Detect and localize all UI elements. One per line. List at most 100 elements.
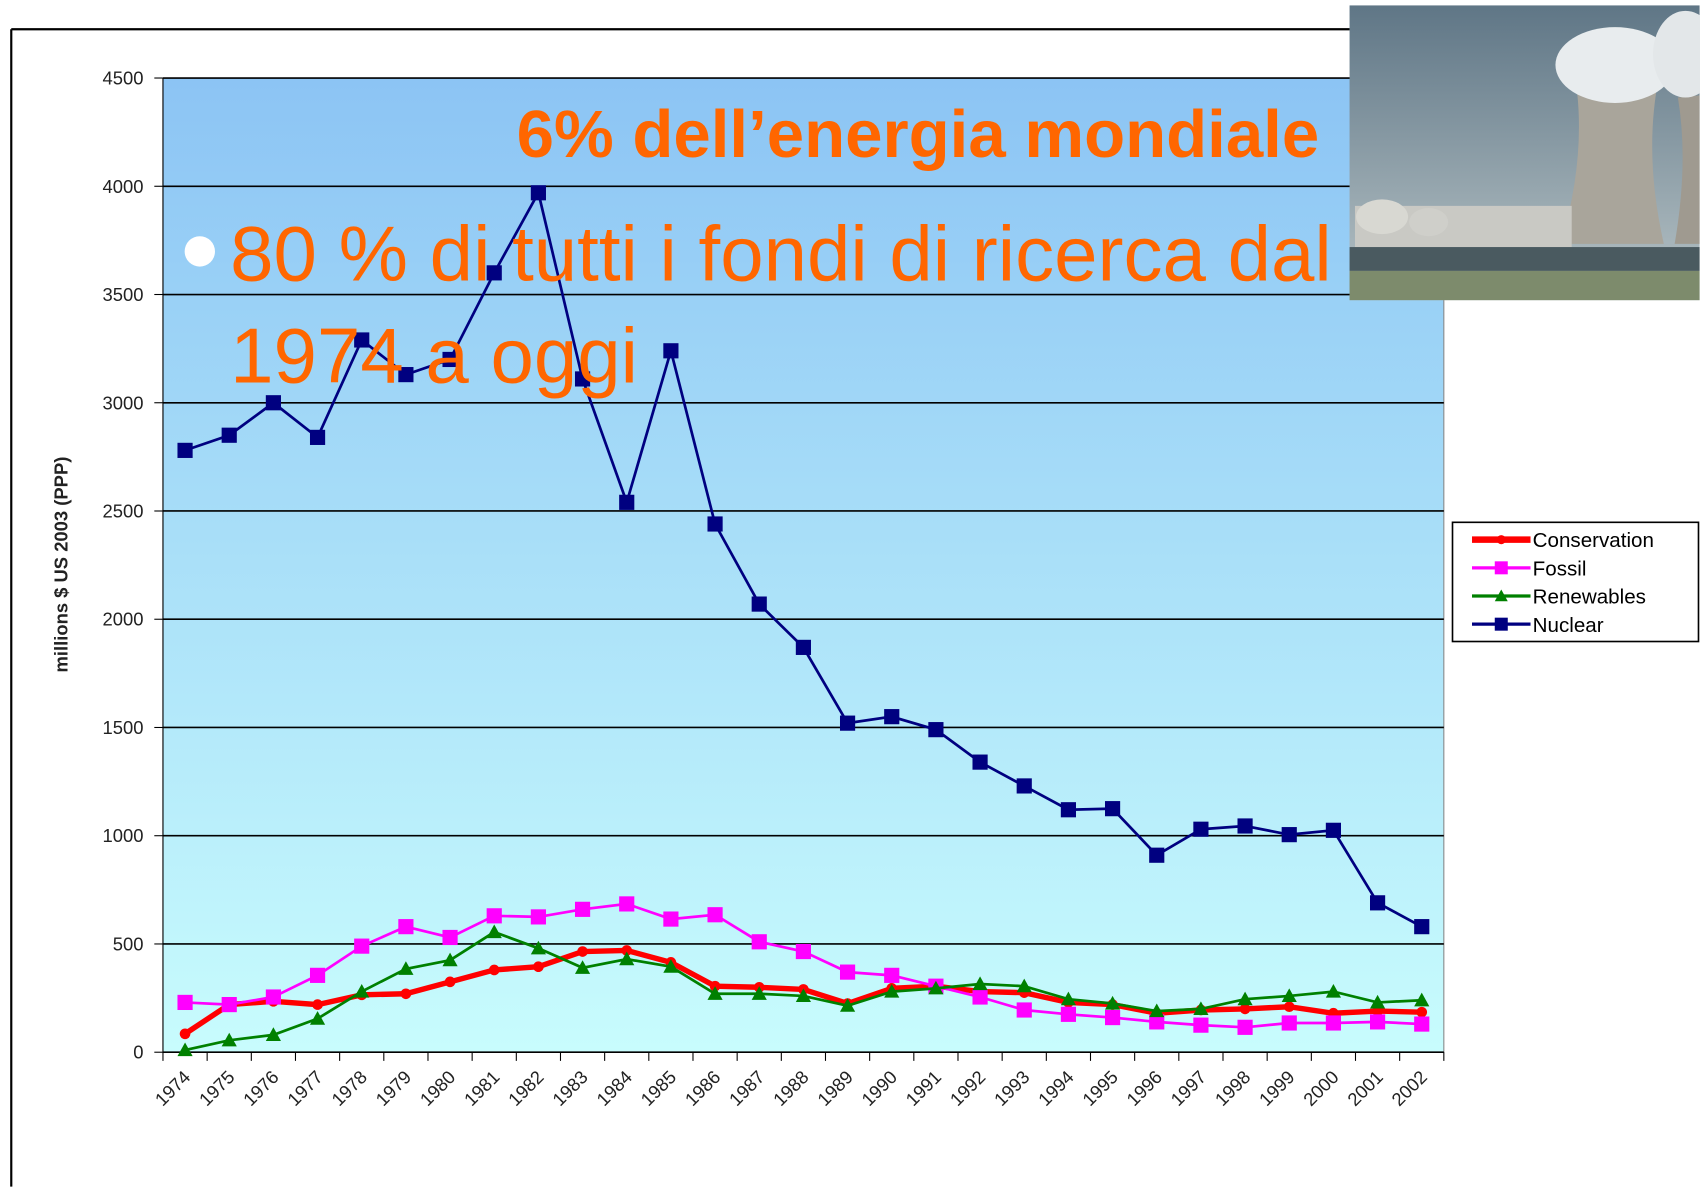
marker (1495, 561, 1508, 574)
bullet-box: 80 % di tutti i fondi di ricerca dal 197… (230, 204, 1335, 421)
x-tick-label: 1995 (1078, 1066, 1122, 1110)
marker (222, 997, 237, 1012)
x-tick-label: 2002 (1387, 1066, 1431, 1110)
marker (884, 709, 899, 724)
x-tick-label: 1987 (725, 1066, 769, 1110)
marker (972, 989, 987, 1004)
marker (489, 965, 500, 976)
marker (1193, 822, 1208, 837)
marker (312, 999, 323, 1010)
legend-label: Nuclear (1533, 614, 1604, 637)
x-tick-label: 1998 (1211, 1066, 1255, 1110)
marker (1284, 1001, 1295, 1012)
x-tick-label: 1986 (681, 1066, 725, 1110)
x-tick-label: 1977 (283, 1066, 327, 1110)
marker (354, 939, 369, 954)
marker (1326, 823, 1341, 838)
marker (1017, 1002, 1032, 1017)
y-tick-label: 4000 (103, 176, 144, 197)
marker (1061, 1007, 1076, 1022)
marker (796, 640, 811, 655)
marker (575, 902, 590, 917)
marker (1495, 618, 1508, 631)
marker (487, 908, 502, 923)
marker (445, 977, 456, 988)
marker (1497, 535, 1506, 544)
x-tick-label: 1978 (327, 1066, 371, 1110)
marker (1105, 801, 1120, 816)
x-tick-label: 1991 (901, 1066, 945, 1110)
marker (310, 968, 325, 983)
marker (180, 1028, 191, 1039)
x-tick-label: 1994 (1034, 1066, 1078, 1110)
x-tick-label: 1974 (151, 1066, 195, 1110)
marker (442, 930, 457, 945)
marker (1326, 1015, 1341, 1030)
marker (1149, 848, 1164, 863)
bullet-text: 80 % di tutti i fondi di ricerca dal 197… (230, 204, 1335, 408)
page: {"chart_data": {"type": "line", "title":… (0, 0, 1700, 1192)
marker (928, 722, 943, 737)
marker (577, 946, 588, 957)
marker (1416, 1007, 1427, 1018)
marker (310, 430, 325, 445)
slide-title: 6% dell’energia mondiale (517, 97, 1320, 172)
marker (1193, 1018, 1208, 1033)
x-tick-label: 1984 (592, 1066, 636, 1110)
x-tick-label: 1980 (416, 1066, 460, 1110)
marker (1105, 1010, 1120, 1025)
marker (1282, 827, 1297, 842)
marker (1414, 1016, 1429, 1031)
x-tick-label: 1982 (504, 1066, 548, 1110)
y-tick-label: 0 (133, 1042, 143, 1063)
y-tick-label: 500 (113, 933, 144, 954)
y-tick-label: 1500 (103, 717, 144, 738)
marker (884, 968, 899, 983)
marker (796, 944, 811, 959)
marker (663, 911, 678, 926)
y-axis-title: millions $ US 2003 (PPP) (51, 457, 72, 673)
x-tick-label: 1990 (857, 1066, 901, 1110)
marker (1061, 802, 1076, 817)
x-tick-label: 1976 (239, 1066, 283, 1110)
marker (533, 961, 544, 972)
marker (1414, 919, 1429, 934)
x-tick-label: 1975 (195, 1066, 239, 1110)
x-tick-label: 1989 (813, 1066, 857, 1110)
marker (1282, 1015, 1297, 1030)
marker (531, 909, 546, 924)
marker (1017, 778, 1032, 793)
x-tick-label: 1993 (990, 1066, 1034, 1110)
marker (531, 185, 546, 200)
marker (1237, 1020, 1252, 1035)
marker (398, 919, 413, 934)
marker (619, 495, 634, 510)
y-tick-label: 4500 (103, 68, 144, 89)
marker (707, 516, 722, 531)
chart: 0500100015002000250030003500400045001974… (0, 0, 1700, 1192)
marker (1370, 1014, 1385, 1029)
marker (619, 896, 634, 911)
x-tick-label: 1992 (946, 1066, 990, 1110)
marker (752, 934, 767, 949)
y-tick-label: 3500 (103, 284, 144, 305)
photo (1350, 5, 1700, 300)
marker (840, 965, 855, 980)
x-tick-label: 1999 (1255, 1066, 1299, 1110)
bullet-dot (185, 236, 215, 266)
x-tick-label: 1997 (1166, 1066, 1210, 1110)
x-tick-label: 1996 (1122, 1066, 1166, 1110)
marker (752, 596, 767, 611)
y-tick-label: 1000 (103, 825, 144, 846)
marker (840, 716, 855, 731)
y-tick-label: 2000 (103, 609, 144, 630)
legend-label: Renewables (1533, 586, 1646, 609)
y-tick-label: 2500 (103, 500, 144, 521)
x-tick-label: 1988 (769, 1066, 813, 1110)
marker (266, 989, 281, 1004)
x-tick-label: 1981 (460, 1066, 504, 1110)
marker (1370, 895, 1385, 910)
marker (707, 907, 722, 922)
x-tick-label: 2000 (1299, 1066, 1343, 1110)
marker (972, 755, 987, 770)
